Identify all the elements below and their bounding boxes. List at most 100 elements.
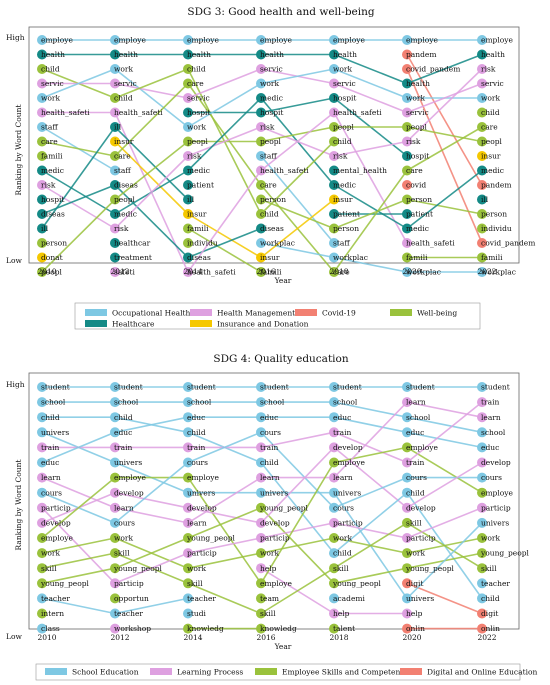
term-label: employe — [187, 36, 220, 45]
term-label: learn — [260, 473, 280, 482]
connector-educ — [41, 431, 116, 464]
point-skill — [256, 608, 266, 619]
term-label: ill — [481, 195, 489, 204]
term-label: young_peopl — [113, 564, 163, 573]
point-teacher — [37, 593, 47, 604]
point-health — [402, 78, 412, 89]
term-label: medic — [114, 210, 137, 219]
point-talent — [329, 623, 339, 634]
connector-insur — [260, 198, 335, 259]
term-label: educ — [187, 413, 205, 422]
term-label: work — [406, 549, 426, 558]
term-label: employe — [260, 579, 293, 588]
term-label: train — [114, 443, 132, 452]
point-covid — [402, 180, 412, 190]
term-label: peopl — [260, 137, 282, 146]
term-label: care — [260, 181, 277, 190]
term-label: particip — [481, 503, 511, 512]
point-young_peopl — [110, 563, 120, 574]
term-label: univers — [187, 488, 215, 497]
term-label: employe — [187, 473, 220, 482]
y-low-label: Low — [6, 256, 22, 265]
term-label: employe — [41, 534, 74, 543]
point-employe — [477, 487, 487, 498]
term-label: health_safeti — [333, 108, 382, 117]
point-cours — [329, 502, 339, 513]
legend-swatch — [390, 309, 412, 316]
term-label: hospit — [187, 108, 210, 117]
x-tick-2022: 2022 — [477, 633, 496, 642]
point-employe — [329, 35, 339, 45]
term-label: workplac — [333, 253, 368, 262]
point-studi — [183, 608, 193, 619]
point-health — [37, 49, 47, 60]
point-employe — [256, 578, 266, 589]
term-label: health_safeti — [406, 239, 455, 248]
term-label: care — [114, 152, 131, 161]
term-label: digit — [481, 609, 498, 618]
point-servic — [329, 78, 339, 89]
connector-particip — [406, 507, 483, 539]
point-child — [256, 457, 266, 468]
connector-educ — [114, 416, 189, 434]
term-label: work — [481, 94, 501, 103]
connector-diseas — [187, 227, 262, 259]
point-train — [402, 457, 412, 468]
term-label: work — [481, 534, 501, 543]
connector-work — [187, 82, 262, 128]
point-child — [477, 593, 487, 604]
term-label: child — [114, 94, 133, 103]
connector-educ — [333, 416, 408, 434]
legend-swatch — [85, 309, 107, 316]
term-label: help — [406, 609, 423, 618]
point-young_peopl — [183, 533, 193, 543]
point-famili — [183, 223, 193, 234]
point-safeti — [110, 267, 120, 277]
term-label: learn — [41, 473, 61, 482]
point-academi — [329, 593, 339, 604]
point-medic — [183, 165, 193, 176]
term-label: opportun — [114, 594, 149, 603]
point-class — [37, 623, 47, 634]
point-knowledg — [256, 623, 266, 634]
term-label: risk — [481, 65, 496, 74]
term-label: young_peopl — [332, 579, 382, 588]
connector-care — [41, 140, 116, 157]
term-label: peopl — [481, 137, 503, 146]
point-particip — [256, 533, 266, 543]
point-individu — [183, 238, 193, 248]
point-employe — [37, 533, 47, 543]
term-label: develop — [187, 503, 217, 512]
term-label: educ — [260, 413, 278, 422]
connector-employe — [260, 462, 335, 584]
point-patient — [402, 209, 412, 219]
connector-young_peopl — [187, 507, 262, 539]
point-educ — [256, 412, 266, 423]
term-label: univers — [481, 519, 509, 528]
connector-digit — [406, 582, 483, 615]
term-label: famili — [187, 224, 209, 233]
point-child — [110, 93, 120, 103]
point-work — [402, 548, 412, 559]
bump-lines — [41, 386, 483, 630]
point-risk — [37, 180, 47, 190]
point-work — [329, 533, 339, 543]
term-label: learn — [114, 503, 134, 512]
term-label: person — [406, 195, 432, 204]
term-label: knowledg — [260, 624, 297, 633]
point-patient — [183, 180, 193, 190]
term-label: student — [406, 383, 435, 392]
point-student — [183, 382, 193, 392]
term-label: school — [260, 398, 285, 407]
point-employe — [37, 35, 47, 45]
point-digit — [477, 608, 487, 619]
point-particip — [37, 502, 47, 513]
connector-develop — [114, 491, 189, 509]
point-educ — [37, 457, 47, 468]
point-workshop — [110, 623, 120, 634]
point-child — [183, 64, 193, 74]
point-school — [329, 397, 339, 408]
term-label: diseas — [41, 210, 65, 219]
term-label: student — [481, 383, 510, 392]
point-help — [402, 608, 412, 619]
